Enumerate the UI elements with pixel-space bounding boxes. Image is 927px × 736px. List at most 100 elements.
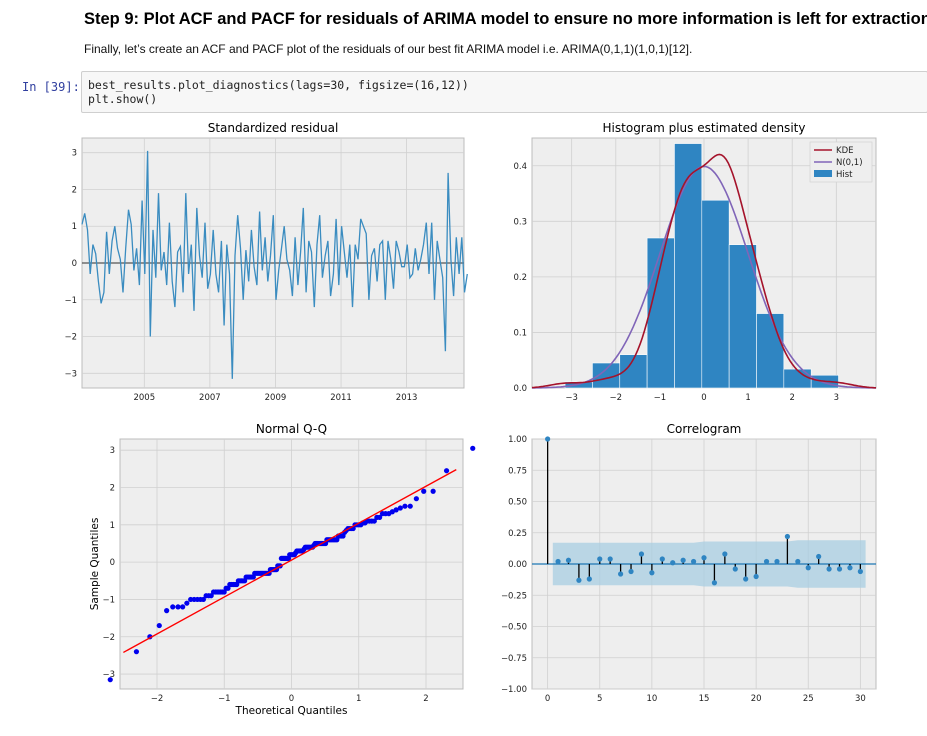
y-tick-label: −2 (64, 333, 77, 343)
acf-marker (555, 558, 561, 565)
y-tick-label: 0 (72, 259, 77, 269)
qq-point (156, 622, 162, 629)
x-tick-label: −1 (218, 694, 231, 704)
qq-point (180, 604, 186, 610)
histogram-bar (674, 143, 703, 389)
acf-marker (805, 565, 811, 571)
acf-marker (597, 556, 603, 562)
y-tick-label: −0.75 (501, 654, 527, 664)
qq-point (184, 600, 190, 606)
y-tick-label: −1 (64, 296, 77, 306)
acf-marker (565, 557, 572, 563)
code-line-2: plt.show() (88, 92, 158, 106)
qq-point (443, 468, 450, 474)
code-text[interactable]: best_results.plot_diagnostics(lags=30, f… (88, 78, 469, 106)
acf-marker (722, 551, 728, 557)
acf-marker (711, 580, 718, 586)
y-tick-label: 0.2 (513, 273, 527, 283)
x-tick-label: 2 (789, 393, 794, 403)
histogram-chart: −3 −2 −1 0 1 2 3 0.0 0.1 0.2 0.3 0.4 Histogram plus … (513, 121, 877, 403)
acf-marker (816, 553, 822, 560)
qq-chart: −2 −1 0 1 2 −3 −2 −1 0 1 2 3 Normal Q-Q Theoretical Q… (89, 422, 476, 717)
acf-marker (586, 576, 592, 582)
acf-marker (607, 556, 613, 562)
acf-marker (545, 436, 551, 442)
y-tick-label: 0.1 (513, 328, 527, 338)
chart-title: Correlogram (667, 422, 742, 436)
x-tick-label: −2 (151, 694, 164, 704)
acf-marker (638, 551, 645, 557)
qq-point (133, 649, 140, 655)
acf-marker (732, 566, 738, 572)
qq-point (377, 514, 383, 520)
y-tick-label: 1.00 (508, 435, 527, 445)
qq-point (397, 505, 403, 511)
y-tick-label: −1 (102, 595, 115, 605)
x-tick-label: 2007 (199, 393, 221, 403)
cell-prompt: In [39]: (22, 80, 80, 94)
qq-point (208, 593, 214, 599)
x-tick-label: −3 (565, 393, 578, 403)
histogram-bar (728, 244, 757, 389)
y-tick-label: 0.3 (513, 217, 527, 227)
qq-reference-line (123, 468, 457, 654)
x-tick-label: 2013 (396, 393, 418, 403)
x-tick-label: 1 (745, 393, 750, 403)
x-tick-label: 3 (834, 393, 839, 403)
legend-label-normal: N(0,1) (836, 158, 863, 168)
y-tick-label: 0.75 (508, 466, 527, 476)
qq-point (430, 488, 436, 494)
histogram-bar (783, 368, 812, 389)
y-tick-label: 1 (72, 222, 77, 232)
y-tick-label: 0 (110, 558, 115, 568)
y-tick-label: −3 (102, 670, 115, 680)
y-tick-label: −2 (102, 633, 115, 643)
x-tick-label: 0 (701, 393, 706, 403)
y-tick-label: 1 (110, 521, 115, 531)
kde-line (531, 153, 877, 389)
code-cell[interactable]: best_results.plot_diagnostics(lags=30, f… (81, 71, 927, 113)
qq-point (470, 445, 476, 451)
qq-point (407, 503, 413, 509)
correlogram-chart: 0 5 10 15 20 25 30 −1.00 −0.75 −0.50 −0.25 0.00 0.25… (501, 422, 877, 704)
acf-marker (753, 573, 759, 580)
y-tick-label: 0.00 (508, 560, 527, 570)
x-tick-label: 2 (423, 694, 428, 704)
qq-point (402, 503, 408, 509)
code-line-1: best_results.plot_diagnostics(lags=30, f… (88, 78, 469, 92)
qq-point (421, 488, 427, 494)
chart-title: Standardized residual (208, 121, 339, 135)
acf-marker (826, 566, 832, 572)
x-tick-label: 20 (751, 694, 762, 704)
acf-marker (743, 576, 749, 582)
x-axis-label: Theoretical Quantiles (235, 705, 348, 717)
histogram-bar (701, 199, 730, 389)
x-tick-label: −2 (610, 393, 623, 403)
y-tick-label: −0.50 (501, 623, 527, 633)
acf-marker (670, 560, 676, 566)
qq-point (170, 604, 176, 610)
acf-marker (680, 557, 686, 563)
acf-marker (847, 565, 853, 571)
y-axis-label: Sample Quantiles (89, 518, 101, 611)
acf-marker (774, 558, 780, 565)
legend-label-kde: KDE (836, 146, 854, 156)
chart-title: Normal Q-Q (256, 422, 327, 436)
qq-point (164, 608, 170, 614)
qq-point (413, 496, 419, 502)
legend-label-hist: Hist (836, 170, 853, 180)
y-tick-label: 2 (110, 484, 115, 494)
legend: KDE N(0,1) Hist (809, 141, 873, 183)
x-tick-label: 0 (289, 694, 294, 704)
x-tick-label: 2005 (133, 393, 155, 403)
x-tick-label: 2009 (265, 393, 287, 403)
x-tick-label: −1 (654, 393, 667, 403)
qq-point (200, 596, 206, 603)
acf-marker (701, 555, 707, 561)
y-tick-label: 0.4 (513, 162, 527, 172)
x-tick-label: 15 (699, 694, 710, 704)
section-heading: Step 9: Plot ACF and PACF for residuals … (84, 10, 927, 28)
y-tick-label: 0.25 (508, 529, 527, 539)
acf-marker (649, 570, 655, 576)
